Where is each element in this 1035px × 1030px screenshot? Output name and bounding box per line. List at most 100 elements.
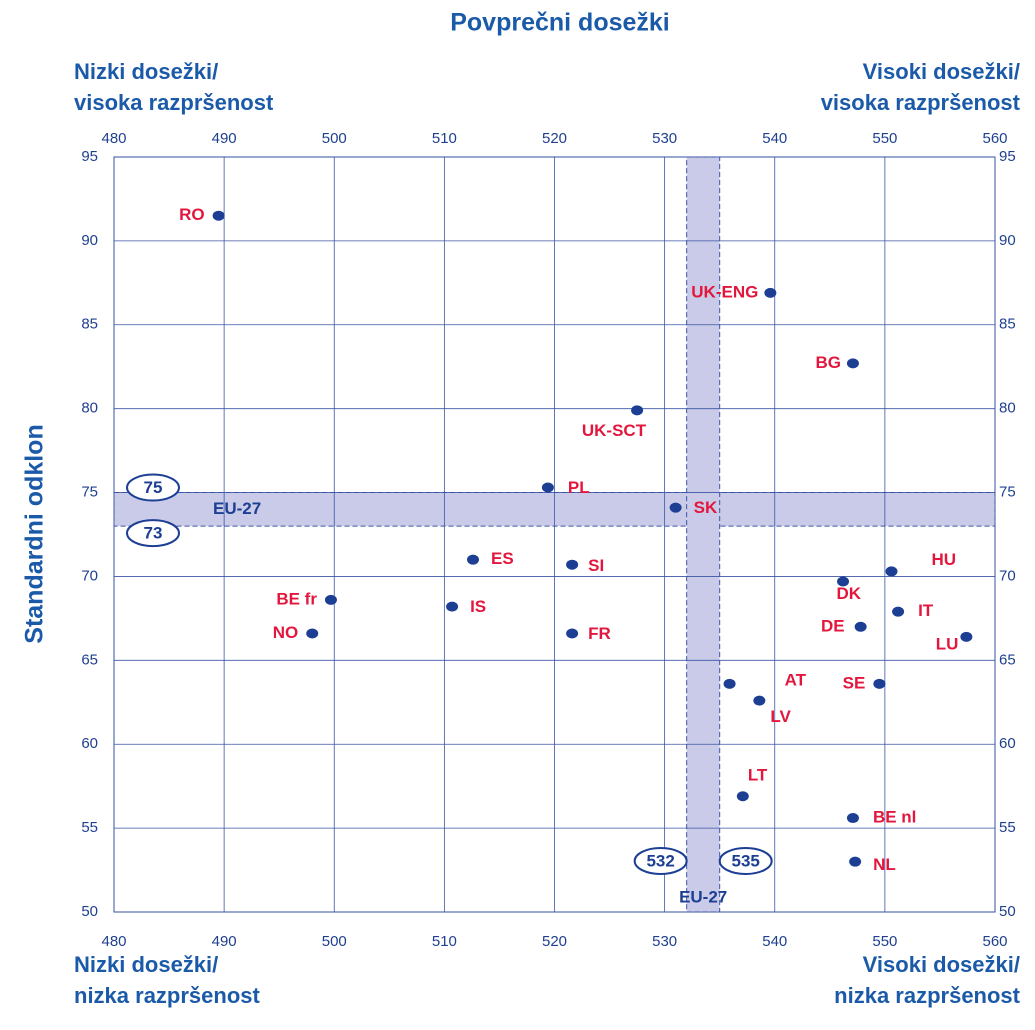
y-axis-label: Standardni odklon — [21, 424, 49, 643]
point — [631, 405, 644, 416]
point-label: UK-ENG — [691, 282, 758, 301]
point — [566, 628, 579, 639]
y-tick-label: 60 — [81, 735, 98, 752]
x-tick-label: 520 — [542, 130, 567, 147]
eu27-band-x — [686, 156, 721, 913]
y-tick-label: 70 — [81, 567, 98, 584]
x-tick-label: 540 — [762, 130, 787, 147]
point — [446, 601, 459, 612]
y-tick-label: 55 — [81, 819, 98, 836]
point-label: FR — [588, 624, 611, 643]
point — [854, 621, 867, 632]
eu27-xlabel — [718, 847, 773, 875]
x-tick-label: 560 — [982, 130, 1007, 147]
y-tick-label: 60 — [999, 735, 1016, 752]
eu27-label: EU-27 — [679, 887, 727, 906]
eu27-xlabel — [633, 847, 688, 875]
x-tick-label: 490 — [212, 933, 237, 950]
x-tick-label: 530 — [652, 933, 677, 950]
point-label: HU — [931, 550, 956, 569]
point — [849, 856, 862, 867]
x-tick-label: 480 — [101, 130, 126, 147]
point — [566, 559, 579, 570]
point — [837, 576, 850, 587]
point — [467, 554, 480, 565]
x-tick-label: 550 — [872, 933, 897, 950]
x-tick-label: 530 — [652, 130, 677, 147]
point-label: NO — [273, 623, 299, 642]
y-tick-label: 70 — [999, 567, 1016, 584]
corner-label: Visoki dosežki/ — [863, 59, 1020, 84]
point-label: NL — [873, 855, 896, 874]
eu27-label: EU-27 — [213, 499, 261, 518]
corner-label: nizka razpršenost — [74, 983, 261, 1008]
y-tick-label: 95 — [81, 148, 98, 165]
eu27-ylabel-label: 73 — [144, 524, 163, 543]
point-label: ES — [491, 549, 514, 568]
x-tick-label: 500 — [322, 130, 347, 147]
point — [846, 813, 859, 824]
y-tick-label: 65 — [81, 651, 98, 668]
point-label: BE nl — [873, 808, 916, 827]
point — [212, 210, 225, 221]
point — [846, 358, 859, 369]
y-tick-label: 75 — [999, 484, 1016, 501]
corner-label: nizka razpršenost — [834, 983, 1021, 1008]
corner-label: visoka razpršenost — [821, 90, 1021, 115]
point-label: IS — [470, 597, 486, 616]
y-tick-label: 85 — [999, 316, 1016, 333]
y-tick-label: 85 — [81, 316, 98, 333]
point-label: IT — [918, 601, 934, 620]
point-label: AT — [785, 670, 807, 689]
y-tick-label: 55 — [999, 819, 1016, 836]
y-tick-label: 80 — [81, 400, 98, 417]
x-tick-label: 490 — [212, 130, 237, 147]
point-label: SK — [694, 498, 718, 517]
x-tick-label: 500 — [322, 933, 347, 950]
point — [723, 678, 736, 689]
x-tick-label: 510 — [432, 130, 457, 147]
point — [669, 502, 682, 513]
point — [324, 594, 337, 605]
point-label: PL — [568, 478, 590, 497]
point-label: DK — [836, 584, 861, 603]
x-tick-label: 560 — [982, 933, 1007, 950]
point — [541, 482, 554, 493]
point-label: LV — [770, 707, 791, 726]
y-tick-label: 95 — [999, 148, 1016, 165]
y-tick-label: 90 — [81, 232, 98, 249]
point-label: RO — [179, 205, 205, 224]
eu27-xlabel-label: 532 — [646, 851, 674, 870]
point — [892, 606, 905, 617]
point-label: LU — [936, 634, 959, 653]
point — [960, 631, 973, 642]
eu27-xlabel-label: 535 — [732, 851, 760, 870]
point — [753, 695, 766, 706]
x-tick-label: 520 — [542, 933, 567, 950]
x-tick-label: 510 — [432, 933, 457, 950]
corner-label: Nizki dosežki/ — [74, 952, 218, 977]
y-tick-label: 50 — [81, 903, 98, 920]
y-tick-label: 65 — [999, 651, 1016, 668]
point-label: DE — [821, 616, 845, 635]
eu27-ylabel — [126, 519, 180, 548]
point-label: UK-SCT — [582, 421, 647, 440]
corner-label: Nizki dosežki/ — [74, 59, 218, 84]
point-label: SE — [843, 673, 866, 692]
x-tick-label: 480 — [101, 933, 126, 950]
point-label: BE fr — [276, 589, 317, 608]
point — [873, 678, 886, 689]
eu27-ylabel-label: 75 — [144, 478, 163, 497]
point-label: LT — [748, 766, 768, 785]
point-label: SI — [588, 556, 604, 575]
chart-title: Povprečni dosežki — [450, 9, 670, 37]
y-tick-label: 50 — [999, 903, 1016, 920]
x-tick-label: 550 — [872, 130, 897, 147]
corner-label: Visoki dosežki/ — [863, 952, 1020, 977]
y-tick-label: 75 — [81, 484, 98, 501]
point — [885, 566, 898, 577]
point-label: BG — [815, 353, 841, 372]
point — [306, 628, 319, 639]
point — [736, 791, 749, 802]
eu27-ylabel — [126, 473, 180, 502]
